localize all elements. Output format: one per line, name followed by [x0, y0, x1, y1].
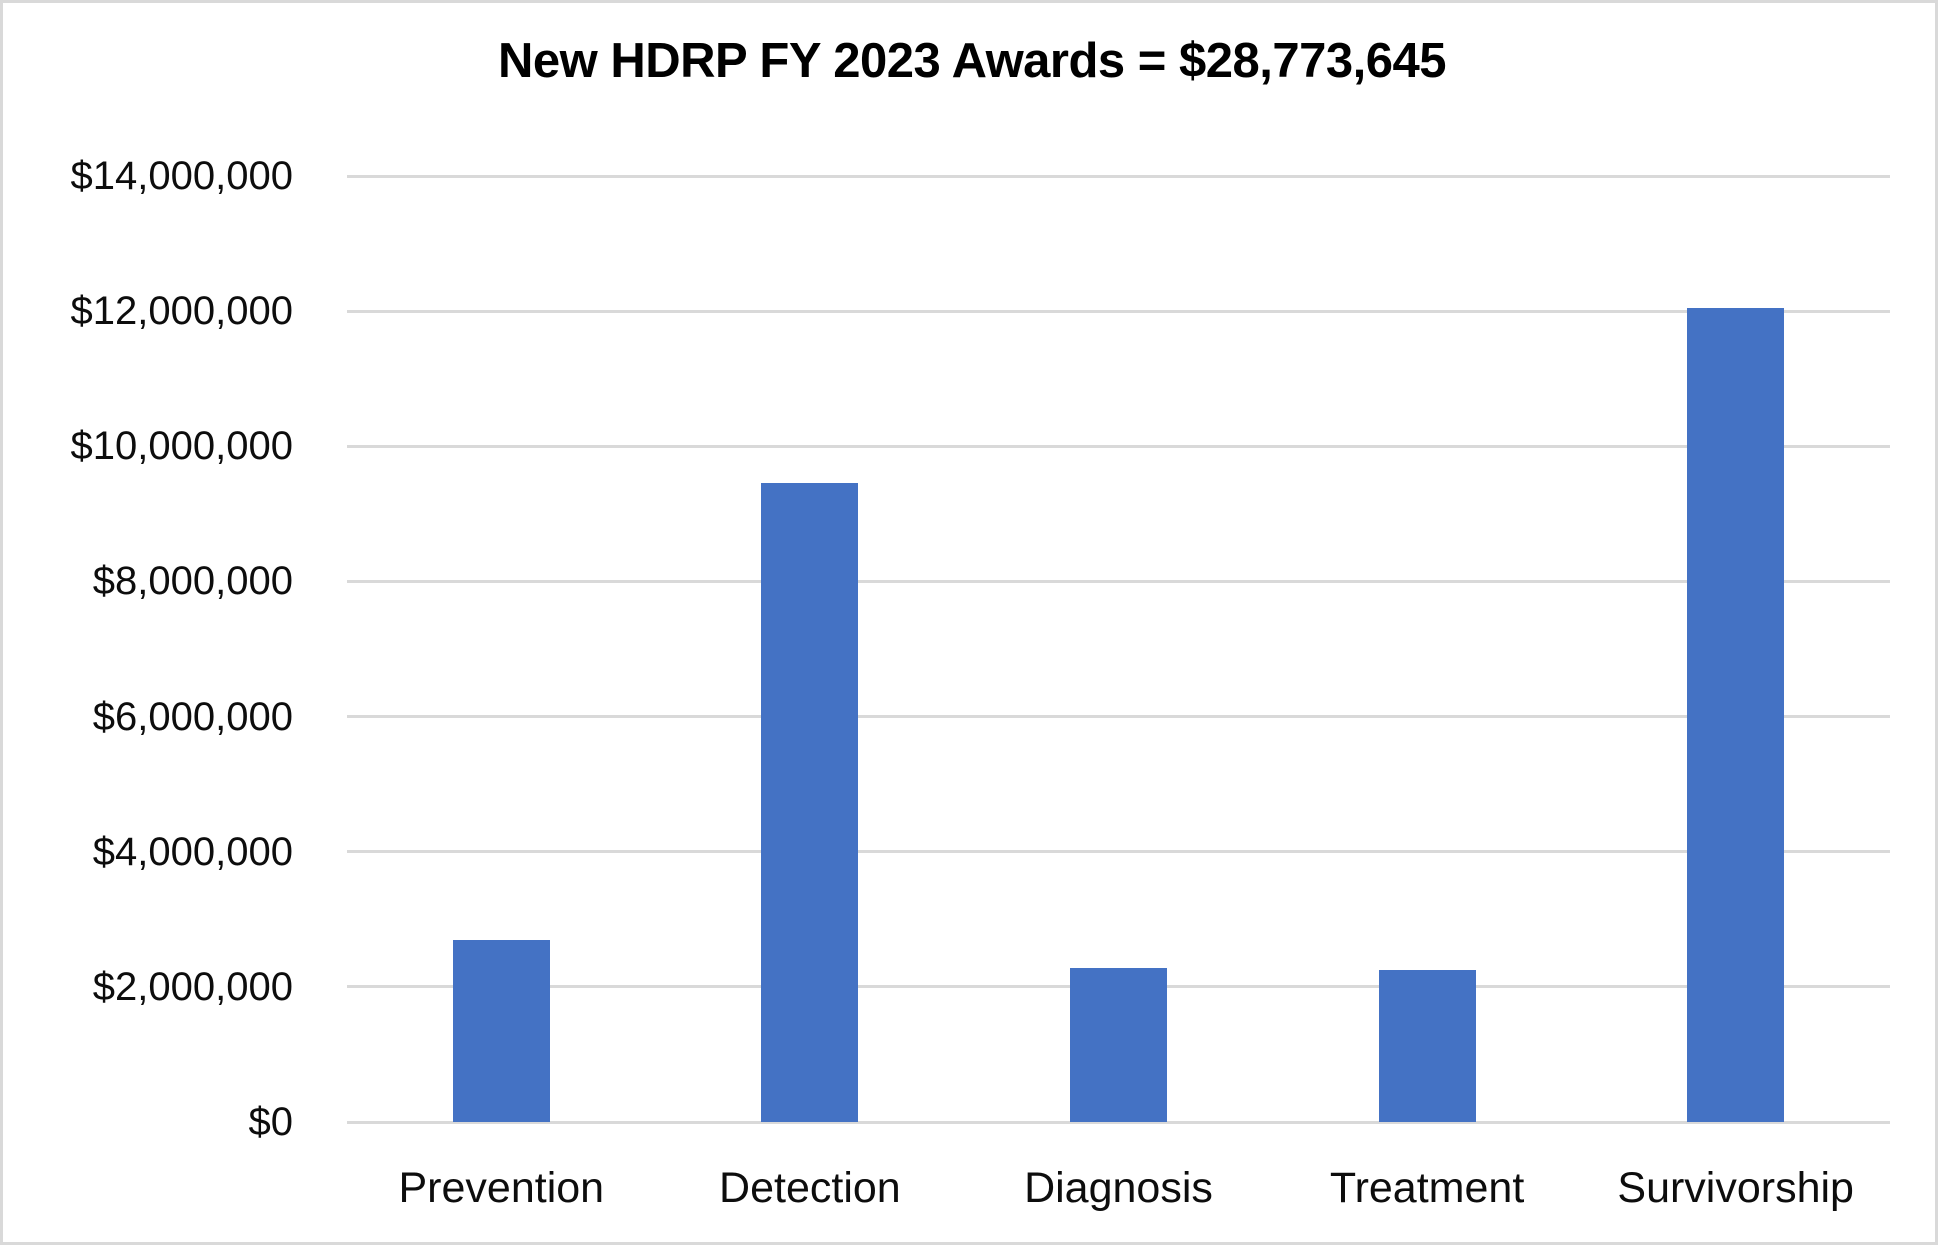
- bar-treatment: [1378, 969, 1476, 1122]
- gridline: [347, 444, 1890, 448]
- gridline: [347, 850, 1890, 854]
- x-axis-tick-label: Detection: [719, 1164, 901, 1212]
- y-axis-tick-label: $2,000,000: [92, 964, 293, 1009]
- bar-diagnosis: [1070, 967, 1167, 1122]
- chart-title: New HDRP FY 2023 Awards = $28,773,645: [497, 34, 1447, 88]
- y-axis-tick-label: $14,000,000: [70, 154, 293, 198]
- gridline: [347, 1120, 1890, 1124]
- x-axis-tick-label: Survivorship: [1617, 1164, 1854, 1212]
- bar-prevention: [452, 939, 550, 1122]
- bar-survivorship: [1687, 307, 1785, 1122]
- gridline: [347, 174, 1890, 178]
- gridline: [347, 715, 1890, 719]
- gridline: [347, 309, 1890, 313]
- x-axis-tick-label: Prevention: [398, 1164, 605, 1212]
- y-axis-tick-label: $0: [248, 1100, 294, 1144]
- bar-detection: [761, 483, 859, 1122]
- y-axis-tick-label: $8,000,000: [92, 559, 293, 604]
- y-axis-tick-label: $12,000,000: [70, 289, 293, 334]
- plot-area: [347, 174, 1890, 1124]
- x-axis-tick-label: Diagnosis: [1024, 1164, 1213, 1212]
- x-axis-tick-label: Treatment: [1329, 1164, 1525, 1212]
- y-axis-tick-label: $10,000,000: [70, 424, 293, 469]
- y-axis-tick-label: $4,000,000: [92, 829, 293, 874]
- y-axis-tick-label: $6,000,000: [92, 694, 293, 739]
- gridline: [347, 579, 1890, 583]
